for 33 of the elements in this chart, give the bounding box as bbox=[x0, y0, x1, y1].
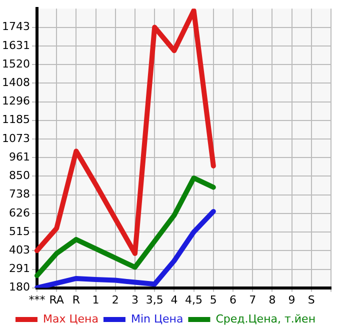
x-tick-label: 4,5 bbox=[185, 293, 203, 306]
y-tick-label: 1408 bbox=[2, 76, 30, 89]
y-tick-label: 1296 bbox=[2, 94, 30, 108]
y-tick-label: 738 bbox=[8, 188, 30, 201]
x-tick-label: 6 bbox=[230, 293, 236, 306]
y-tick-label: 961 bbox=[8, 150, 30, 164]
y-tick-label: 1631 bbox=[2, 38, 30, 52]
x-tick-label: 8 bbox=[268, 293, 276, 306]
x-tick-label: 2 bbox=[112, 293, 119, 306]
x-tick-label: 9 bbox=[288, 293, 296, 306]
y-tick-label: 626 bbox=[8, 206, 30, 220]
x-tick-label: 1 bbox=[92, 293, 100, 306]
x-tick-label: 3 bbox=[131, 293, 138, 306]
x-tick-label: 7 bbox=[249, 293, 256, 306]
y-tick-label: 1185 bbox=[2, 113, 30, 126]
y-tick-label: 1073 bbox=[2, 132, 30, 145]
legend-label: Max Цена bbox=[42, 312, 98, 326]
y-tick-label: 1520 bbox=[2, 57, 30, 70]
x-tick-label: S bbox=[308, 293, 315, 306]
y-tick-label: 403 bbox=[8, 243, 30, 256]
x-tick-label: 5 bbox=[210, 293, 217, 306]
x-tick-label: R bbox=[72, 293, 80, 306]
legend-label: Сред.Цена, т.йен bbox=[216, 312, 316, 326]
y-tick-label: 850 bbox=[8, 168, 30, 182]
x-tick-label: 3,5 bbox=[146, 293, 164, 306]
y-tick-label: 515 bbox=[8, 224, 30, 238]
x-tick-label: *** bbox=[28, 293, 46, 306]
y-tick-label: 1743 bbox=[2, 20, 30, 34]
x-tick-label: 4 bbox=[170, 293, 178, 306]
x-tick-label: RA bbox=[49, 293, 64, 306]
legend-label: Min Цена bbox=[130, 312, 184, 326]
y-tick-label: 180 bbox=[8, 280, 30, 294]
y-tick-label: 291 bbox=[8, 262, 30, 276]
